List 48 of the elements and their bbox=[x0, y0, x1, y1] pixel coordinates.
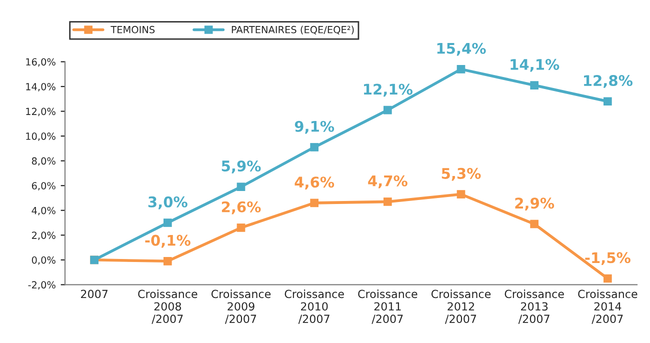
data-label: 3,0% bbox=[148, 196, 188, 210]
data-label: 2,6% bbox=[222, 201, 261, 214]
y-tick-label: 16,0% bbox=[26, 58, 56, 67]
x-tick-label: Croissance 2011 /2007 bbox=[358, 290, 418, 324]
data-label: 12,8% bbox=[584, 75, 632, 88]
y-tick-label: 0,0% bbox=[32, 256, 56, 265]
data-label: 9,1% bbox=[294, 120, 334, 134]
legend-label: TEMOINS bbox=[110, 26, 155, 34]
data-label: 5,3% bbox=[442, 168, 481, 181]
y-tick-label: 2,0% bbox=[32, 232, 56, 240]
data-label: -1,5% bbox=[585, 252, 630, 266]
point bbox=[604, 97, 612, 106]
point bbox=[456, 190, 466, 198]
x-tick-label: Croissance 2013 /2007 bbox=[504, 290, 564, 324]
point bbox=[310, 143, 318, 152]
data-label: 5,9% bbox=[222, 160, 261, 174]
point bbox=[164, 256, 172, 266]
x-tick-label: Croissance 2010 /2007 bbox=[284, 290, 344, 324]
data-label: 14,1% bbox=[510, 58, 560, 72]
data-label: 15,4% bbox=[437, 42, 486, 56]
legend-label: PARTENAIRES (EQE/EQE²) bbox=[232, 26, 354, 34]
point bbox=[604, 274, 612, 283]
x-tick-label: Croissance 2014 /2007 bbox=[578, 290, 638, 324]
point bbox=[236, 224, 246, 232]
data-label: -0,1% bbox=[145, 234, 190, 248]
point bbox=[456, 65, 466, 74]
y-tick-label: 6,0% bbox=[32, 182, 56, 190]
point bbox=[384, 198, 392, 206]
x-tick-label: Croissance 2009 /2007 bbox=[211, 290, 271, 324]
point bbox=[530, 220, 538, 228]
y-tick-label: 12,0% bbox=[26, 108, 56, 116]
data-label: 4,6% bbox=[294, 176, 334, 190]
y-tick-label: 14,0% bbox=[26, 82, 56, 92]
x-tick-label: Croissance 2012 /2007 bbox=[431, 290, 491, 324]
point bbox=[164, 218, 172, 227]
y-tick-label: 10,0% bbox=[26, 132, 56, 141]
x-tick-label: Croissance 2008 /2007 bbox=[138, 290, 198, 324]
point bbox=[384, 106, 392, 114]
data-label: 4,7% bbox=[368, 175, 408, 188]
x-tick-label: 2007 bbox=[81, 290, 108, 298]
data-label: 12,1% bbox=[364, 84, 412, 97]
y-tick-label: -2,0% bbox=[28, 281, 56, 290]
y-tick-label: 8,0% bbox=[32, 157, 56, 166]
y-tick-label: 4,0% bbox=[32, 206, 56, 216]
point bbox=[530, 81, 538, 90]
data-label: 2,9% bbox=[515, 198, 554, 211]
point bbox=[310, 198, 318, 208]
point bbox=[236, 182, 246, 192]
